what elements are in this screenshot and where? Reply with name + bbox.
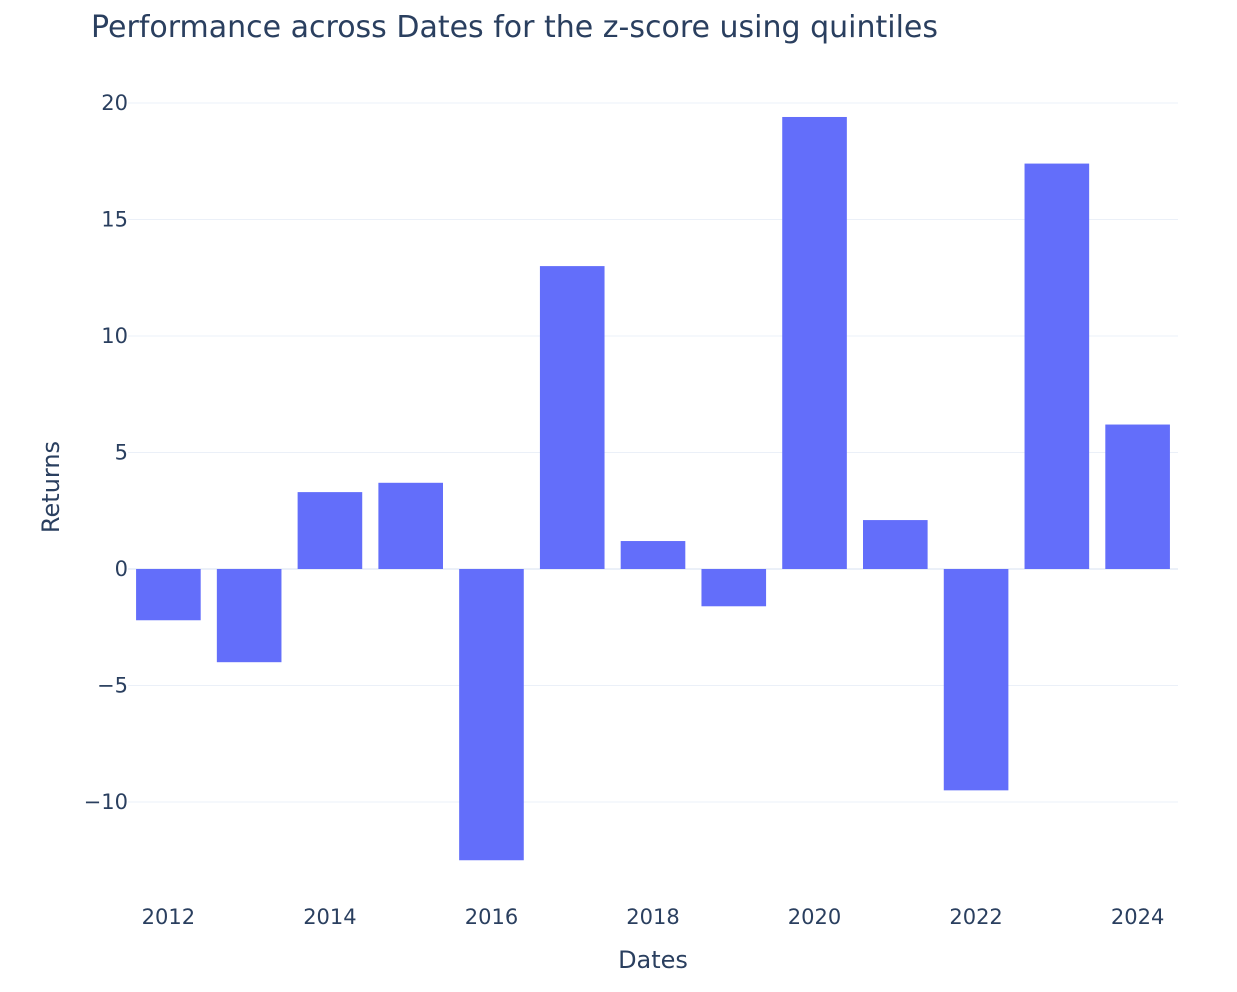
y-tick-label: 15	[101, 208, 128, 232]
bar-2023[interactable]	[1024, 163, 1090, 569]
bar-2013[interactable]	[216, 569, 282, 663]
x-axis-title: Dates	[618, 946, 688, 974]
bar-2022[interactable]	[943, 569, 1009, 791]
bar-2024[interactable]	[1105, 424, 1170, 569]
bar-2019[interactable]	[701, 569, 767, 607]
y-tick-label: −5	[97, 674, 128, 698]
y-tick-label: 5	[115, 441, 128, 465]
y-axis-ticks: 20 15 10 5 0 −5 −10	[84, 91, 128, 814]
gridlines	[128, 102, 1178, 803]
y-tick-label: 10	[101, 324, 128, 348]
bar-2014[interactable]	[297, 492, 363, 569]
x-tick-label: 2022	[949, 905, 1002, 929]
x-tick-label: 2018	[626, 905, 679, 929]
x-tick-label: 2016	[465, 905, 518, 929]
bar-2017[interactable]	[539, 266, 605, 569]
bar-2016[interactable]	[459, 569, 524, 861]
y-tick-label: 0	[115, 557, 128, 581]
x-tick-label: 2012	[142, 905, 195, 929]
chart-title: Performance across Dates for the z-score…	[91, 10, 938, 45]
bar-2015[interactable]	[378, 482, 443, 569]
bar-2012[interactable]	[136, 569, 201, 621]
x-axis-ticks: 2012 2014 2016 2018 2020 2022 2024	[142, 905, 1165, 929]
bar-2021[interactable]	[863, 520, 928, 569]
y-tick-label: 20	[101, 91, 128, 115]
y-tick-label: −10	[84, 790, 128, 814]
bar-2020[interactable]	[782, 116, 847, 569]
x-tick-label: 2024	[1111, 905, 1164, 929]
x-tick-label: 2020	[788, 905, 841, 929]
bars	[136, 116, 1170, 861]
x-tick-label: 2014	[303, 905, 356, 929]
bar-2018[interactable]	[620, 541, 686, 569]
y-axis-title: Returns	[37, 441, 65, 533]
